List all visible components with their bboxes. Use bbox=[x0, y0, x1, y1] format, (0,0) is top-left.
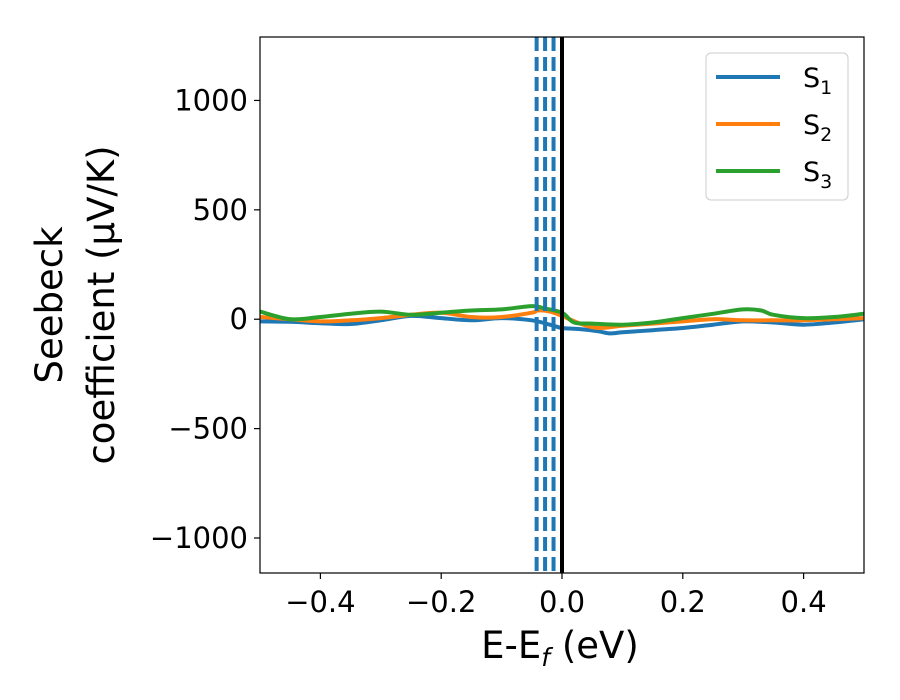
x-tick-label: −0.2 bbox=[406, 585, 476, 619]
y-tick-label: 1000 bbox=[174, 83, 248, 117]
legend-label-s1: S1 bbox=[803, 63, 832, 99]
y-axis-ticks: 1000 500 0 −500 −1000 bbox=[150, 83, 260, 555]
series-line-s2 bbox=[260, 308, 864, 331]
reference-lines bbox=[534, 37, 564, 573]
y-axis-title-line2: coefficient (μV/K) bbox=[80, 145, 123, 464]
x-axis-title-main: E-E bbox=[481, 624, 541, 667]
legend-label-s3: S3 bbox=[803, 157, 832, 193]
x-tick-label: 0.4 bbox=[781, 585, 827, 619]
x-axis-title: E-Ef (eV) bbox=[481, 624, 639, 672]
y-axis-title-line1: Seebeck bbox=[28, 226, 71, 384]
y-tick-label: 0 bbox=[230, 302, 248, 336]
legend-box bbox=[705, 52, 849, 201]
x-axis-ticks: −0.4 −0.2 0.0 0.2 0.4 bbox=[285, 573, 827, 619]
y-axis-title: Seebeck coefficient (μV/K) bbox=[28, 145, 123, 464]
legend-entries: S1 S2 S3 bbox=[716, 63, 832, 193]
legend-label-s2: S2 bbox=[803, 110, 832, 146]
series-line-s3 bbox=[260, 304, 864, 327]
x-tick-label: −0.4 bbox=[285, 585, 355, 619]
series-layer bbox=[260, 304, 864, 336]
y-tick-label: 500 bbox=[193, 193, 248, 227]
x-tick-label: 0.2 bbox=[660, 585, 706, 619]
x-tick-label: 0.0 bbox=[539, 585, 585, 619]
x-axis-title-unit: (eV) bbox=[550, 624, 639, 667]
y-tick-label: −500 bbox=[168, 412, 248, 446]
y-tick-label: −1000 bbox=[150, 521, 248, 555]
legend: S1 S2 S3 bbox=[705, 52, 849, 201]
